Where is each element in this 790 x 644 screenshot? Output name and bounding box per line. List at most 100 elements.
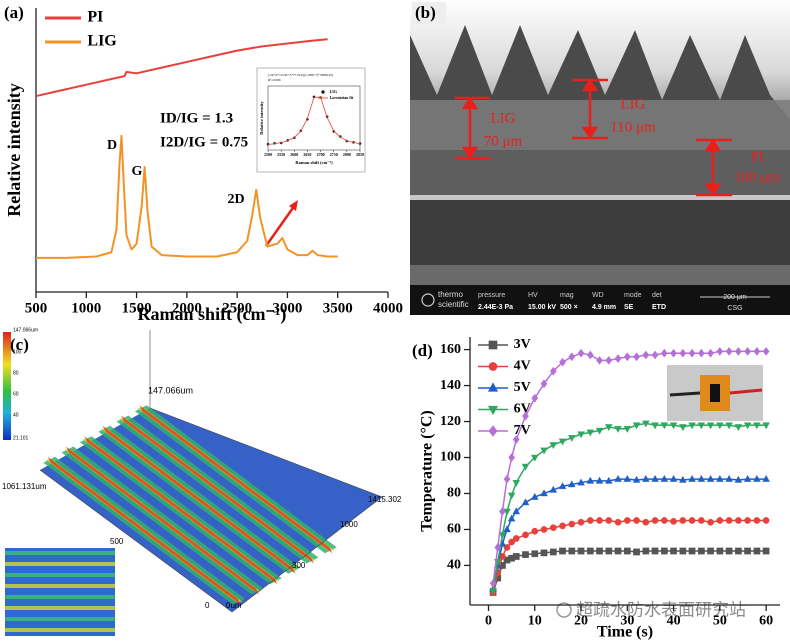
y-tick-label: 40	[447, 558, 461, 573]
marker	[716, 474, 724, 482]
brand: scientific	[438, 300, 469, 309]
marker	[707, 547, 714, 555]
marker	[586, 429, 595, 437]
marker	[605, 355, 613, 365]
marker	[679, 547, 687, 555]
info-value: 15.00 kV	[528, 304, 556, 311]
marker	[558, 438, 567, 446]
marker	[559, 522, 566, 530]
marker	[716, 346, 724, 356]
brand-icon	[421, 293, 435, 307]
marker	[642, 474, 650, 482]
x-tick-label: 2850	[356, 152, 364, 157]
marker	[488, 425, 498, 437]
axis-label: 500	[110, 537, 124, 546]
marker	[660, 474, 669, 482]
marker	[503, 525, 511, 533]
marker	[498, 507, 506, 516]
axis-label: 1415.302	[368, 495, 402, 504]
info-value: 4.9 mm	[592, 304, 616, 311]
marker	[744, 547, 751, 555]
marker	[614, 474, 622, 482]
x-tick-label: 4000	[373, 301, 403, 317]
marker	[595, 476, 604, 484]
inset-frame	[256, 67, 366, 173]
marker	[508, 453, 516, 462]
panel-label: (c)	[10, 335, 29, 354]
marker	[494, 543, 502, 552]
x-tick-label: 2700	[317, 152, 325, 157]
annotation: I2D/IG = 0.75	[160, 134, 248, 150]
x-axis-label: Raman shift (cm⁻¹)	[138, 304, 287, 325]
marker	[568, 520, 576, 528]
x-tick-label: 2500	[264, 152, 272, 157]
series-line	[492, 422, 767, 591]
sem-layer	[410, 195, 790, 200]
ridge	[47, 456, 241, 605]
arrow	[264, 204, 297, 247]
legend-label: 6V	[514, 402, 531, 417]
marker	[633, 352, 640, 362]
marker	[487, 382, 499, 392]
marker	[633, 548, 640, 556]
ridge	[139, 405, 333, 554]
sem-panel	[410, 0, 790, 315]
colorbar-label: 40	[13, 412, 19, 418]
x-tick-label: 2800	[343, 152, 351, 157]
sem-ridges	[410, 0, 790, 120]
marker	[522, 551, 529, 558]
x-tick-label: 10	[528, 614, 542, 629]
y-tick-label: 100	[440, 450, 461, 465]
marker	[670, 348, 677, 358]
marker	[642, 420, 650, 428]
marker	[531, 393, 539, 403]
chart-title: y=97.0+115457.5*77.914/((x-2687.7)²+6068…	[268, 73, 333, 77]
marker	[679, 348, 687, 358]
annotation: ID/IG = 1.3	[160, 110, 233, 126]
marker	[522, 411, 529, 421]
plot-frame	[267, 85, 361, 151]
marker	[735, 547, 742, 555]
legend-label: LIG	[87, 33, 117, 50]
arrow-head	[289, 200, 298, 211]
stripe	[5, 584, 115, 588]
annotation: 2D	[227, 192, 244, 207]
marker	[531, 550, 539, 558]
marker	[586, 517, 594, 524]
profile-axes	[39, 330, 383, 613]
marker	[489, 587, 497, 595]
x-tick-label: 2000	[172, 301, 202, 317]
marker	[531, 527, 539, 535]
axis-label: 0um	[226, 601, 242, 610]
info-label: WD	[592, 292, 604, 299]
colorbar-label: 21.101	[13, 435, 29, 441]
axis-label: 300	[292, 561, 306, 570]
marker	[512, 479, 521, 487]
stripe	[5, 628, 115, 632]
ridge	[121, 415, 314, 564]
marker	[540, 379, 548, 389]
marker	[734, 346, 742, 356]
marker	[688, 474, 696, 482]
info-value: SE	[624, 304, 634, 311]
marker	[522, 531, 529, 539]
info-label: det	[652, 292, 662, 299]
marker	[744, 517, 751, 524]
axis-label: 147.066um	[148, 385, 193, 395]
marker	[605, 547, 613, 555]
x-tick-label: 2500	[222, 301, 252, 317]
legend-label: 4V	[514, 359, 531, 374]
info-value: 2.44E-3 Pa	[478, 304, 513, 311]
marker	[521, 498, 530, 506]
stripe	[5, 606, 115, 610]
layer-name: PI	[750, 149, 763, 165]
y-axis-label: Relative intensity	[4, 83, 24, 216]
info-footer: CSG	[727, 305, 742, 312]
x-tick-label: 20	[574, 614, 588, 629]
marker	[549, 366, 557, 376]
marker	[488, 362, 498, 371]
ridge	[66, 446, 259, 595]
marker	[521, 463, 530, 471]
series-line	[36, 134, 338, 259]
y-axis-label: Temperature (°C)	[419, 410, 436, 531]
